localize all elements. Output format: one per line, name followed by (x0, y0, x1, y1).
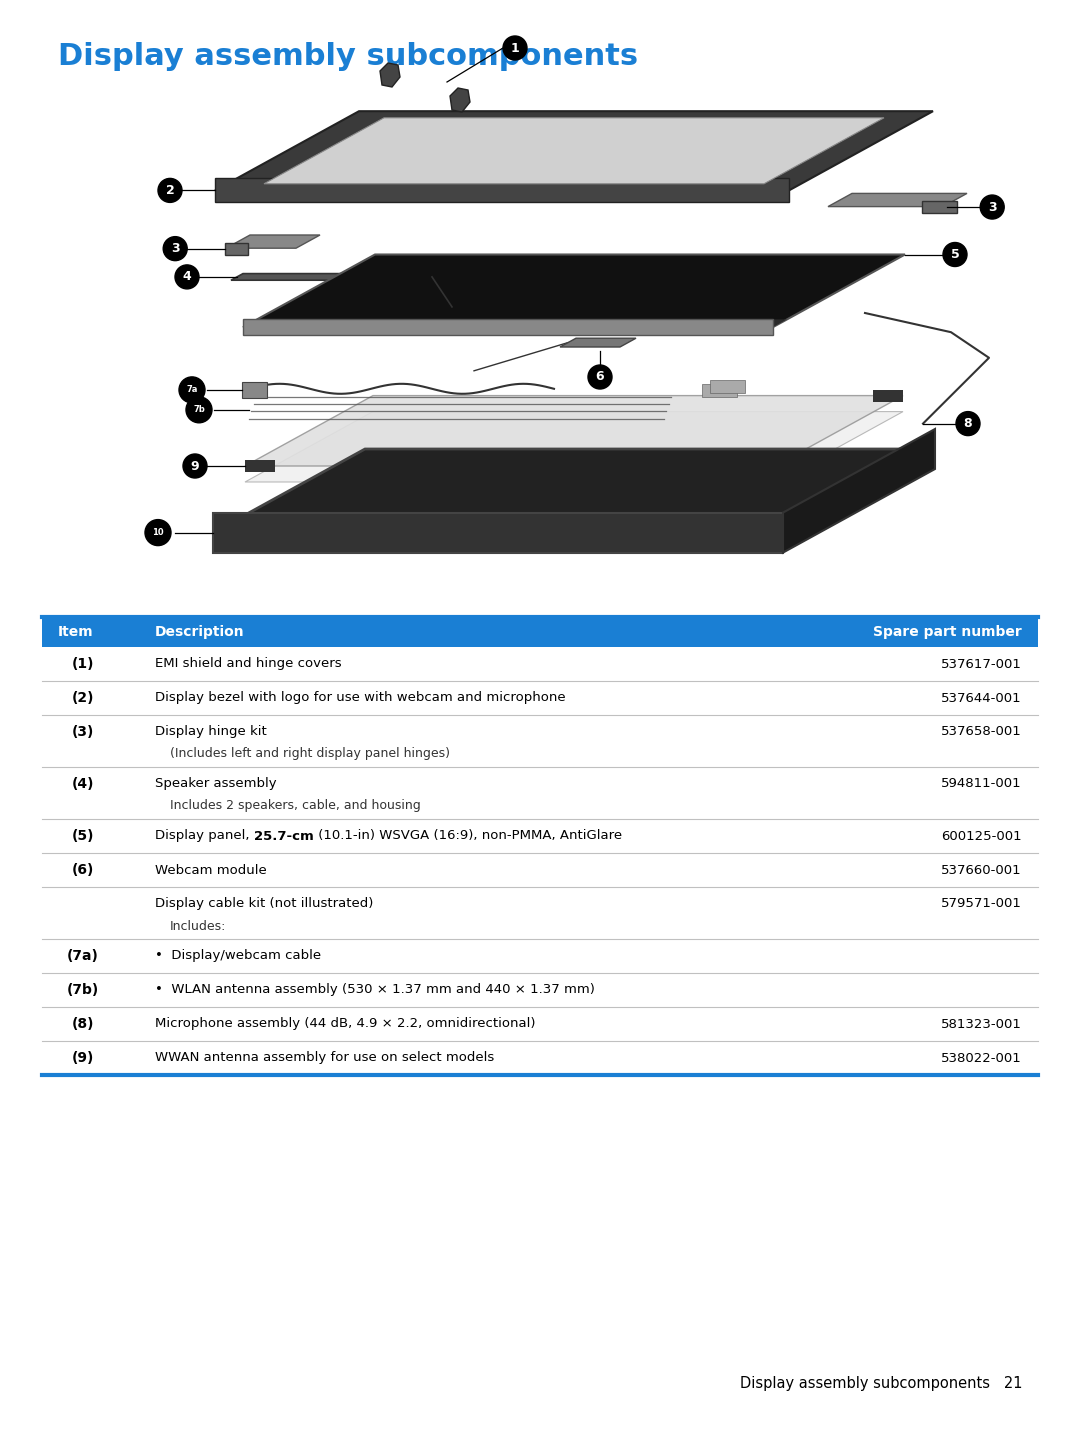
Text: 594811-001: 594811-001 (942, 777, 1022, 790)
Text: Item: Item (58, 625, 94, 639)
Text: 1: 1 (511, 42, 519, 55)
Polygon shape (264, 118, 885, 184)
Circle shape (158, 178, 183, 203)
Text: Includes:: Includes: (170, 920, 227, 933)
Text: 6: 6 (596, 371, 605, 384)
Bar (42, 616, 1038, 647)
Polygon shape (561, 338, 636, 346)
Text: 538022-001: 538022-001 (942, 1052, 1022, 1065)
Circle shape (183, 454, 207, 479)
Polygon shape (245, 460, 275, 471)
Text: Display cable kit (not illustrated): Display cable kit (not illustrated) (156, 897, 374, 910)
Text: (7a): (7a) (67, 948, 99, 963)
Polygon shape (213, 448, 935, 533)
Polygon shape (243, 319, 787, 328)
Text: 600125-001: 600125-001 (942, 829, 1022, 842)
Text: (2): (2) (71, 691, 94, 706)
Circle shape (588, 365, 612, 389)
Text: Description: Description (156, 625, 245, 639)
Circle shape (981, 195, 1004, 218)
Polygon shape (873, 389, 903, 401)
Polygon shape (243, 254, 905, 328)
Text: (5): (5) (71, 829, 94, 844)
Text: 537617-001: 537617-001 (941, 658, 1022, 671)
Circle shape (503, 36, 527, 60)
Text: (10.1-in) WSVGA (16:9), non-PMMA, AntiGlare: (10.1-in) WSVGA (16:9), non-PMMA, AntiGl… (313, 829, 622, 842)
Polygon shape (702, 385, 737, 398)
Text: 25.7-cm: 25.7-cm (254, 829, 313, 842)
Text: (9): (9) (71, 1050, 94, 1065)
Polygon shape (450, 88, 470, 112)
Text: Display hinge kit: Display hinge kit (156, 726, 267, 739)
Text: Microphone assembly (44 dB, 4.9 × 2.2, omnidirectional): Microphone assembly (44 dB, 4.9 × 2.2, o… (156, 1017, 536, 1030)
Text: 5: 5 (950, 249, 959, 262)
Text: (1): (1) (71, 657, 94, 671)
Circle shape (186, 397, 212, 422)
Text: (8): (8) (71, 1017, 94, 1030)
Circle shape (956, 411, 980, 435)
Circle shape (163, 237, 187, 260)
Polygon shape (245, 395, 903, 466)
Text: Display bezel with logo for use with webcam and microphone: Display bezel with logo for use with web… (156, 691, 566, 704)
Text: 3: 3 (171, 243, 179, 256)
Text: Display assembly subcomponents   21: Display assembly subcomponents 21 (740, 1377, 1022, 1391)
Polygon shape (215, 111, 933, 190)
Text: •  WLAN antenna assembly (530 × 1.37 mm and 440 × 1.37 mm): • WLAN antenna assembly (530 × 1.37 mm a… (156, 983, 595, 996)
Text: 537658-001: 537658-001 (942, 726, 1022, 739)
Polygon shape (783, 430, 935, 553)
Text: 3: 3 (988, 201, 997, 214)
Text: 9: 9 (191, 460, 200, 473)
Text: Display assembly subcomponents: Display assembly subcomponents (58, 42, 638, 70)
Circle shape (179, 376, 205, 402)
Polygon shape (231, 273, 558, 280)
Polygon shape (245, 411, 903, 481)
Polygon shape (710, 379, 745, 392)
Circle shape (175, 264, 199, 289)
Polygon shape (380, 63, 400, 88)
Text: Spare part number: Spare part number (874, 625, 1022, 639)
Text: 4: 4 (183, 270, 191, 283)
Text: EMI shield and hinge covers: EMI shield and hinge covers (156, 658, 341, 671)
Polygon shape (828, 194, 967, 207)
Polygon shape (213, 513, 783, 553)
Polygon shape (215, 178, 789, 203)
Text: 7b: 7b (193, 405, 205, 414)
Text: 2: 2 (165, 184, 174, 197)
Polygon shape (922, 201, 957, 213)
Text: 7a: 7a (187, 385, 198, 394)
Text: 537644-001: 537644-001 (942, 691, 1022, 704)
Text: 579571-001: 579571-001 (941, 897, 1022, 910)
Circle shape (145, 520, 171, 546)
Text: 8: 8 (963, 417, 972, 430)
Circle shape (943, 243, 967, 266)
Text: WWAN antenna assembly for use on select models: WWAN antenna assembly for use on select … (156, 1052, 495, 1065)
Text: (Includes left and right display panel hinges): (Includes left and right display panel h… (170, 747, 450, 760)
Polygon shape (226, 236, 320, 249)
Text: Display panel,: Display panel, (156, 829, 254, 842)
Text: (6): (6) (71, 864, 94, 877)
Text: Includes 2 speakers, cable, and housing: Includes 2 speakers, cable, and housing (170, 799, 421, 812)
Text: (7b): (7b) (67, 983, 99, 997)
Text: Speaker assembly: Speaker assembly (156, 777, 276, 790)
Polygon shape (226, 243, 248, 254)
Text: 581323-001: 581323-001 (941, 1017, 1022, 1030)
Polygon shape (243, 319, 773, 335)
Text: 10: 10 (152, 529, 164, 537)
Text: (4): (4) (71, 776, 94, 790)
Text: •  Display/webcam cable: • Display/webcam cable (156, 950, 321, 963)
Polygon shape (242, 382, 267, 398)
Text: (3): (3) (71, 724, 94, 739)
Text: 537660-001: 537660-001 (942, 864, 1022, 877)
Text: Webcam module: Webcam module (156, 864, 267, 877)
